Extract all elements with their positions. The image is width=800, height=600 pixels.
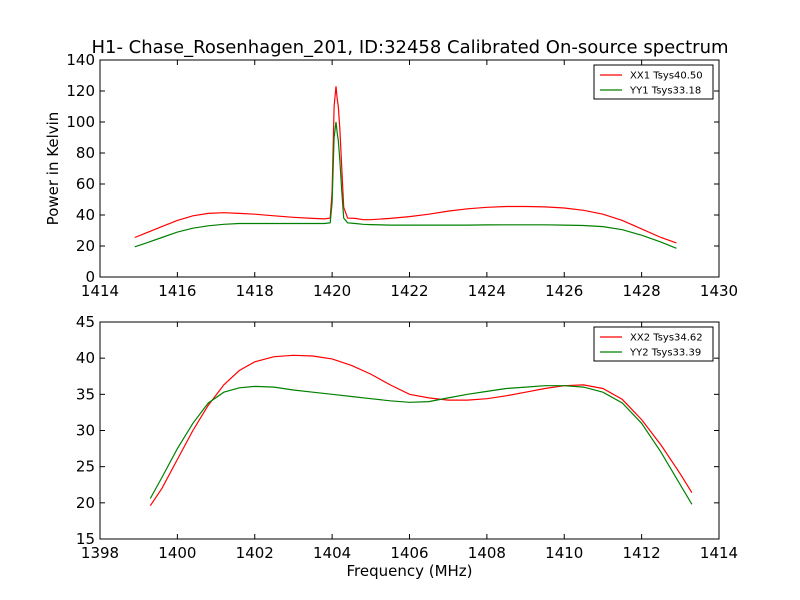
y-tick-label: 40 bbox=[76, 206, 95, 224]
x-tick-label: 1414 bbox=[700, 544, 738, 562]
series-line-2 bbox=[134, 121, 677, 249]
series-line-1 bbox=[149, 354, 693, 507]
y-tick-label: 35 bbox=[76, 385, 95, 403]
y-tick-label: 80 bbox=[76, 144, 95, 162]
y-axis-label: Power in Kelvin bbox=[44, 112, 62, 226]
x-tick-label: 1406 bbox=[390, 544, 428, 562]
legend-entry: YY2 Tsys33.39 bbox=[629, 348, 701, 359]
legend-box bbox=[593, 64, 714, 100]
y-tick-label: 120 bbox=[66, 82, 95, 100]
x-tick-label: 1414 bbox=[81, 282, 119, 300]
figure-title: H1- Chase_Rosenhagen_201, ID:32458 Calib… bbox=[91, 37, 728, 58]
x-tick-label: 1398 bbox=[81, 544, 119, 562]
x-axis-label: Frequency (MHz) bbox=[346, 562, 472, 580]
y-tick-label: 15 bbox=[76, 530, 95, 548]
y-tick-label: 20 bbox=[76, 494, 95, 512]
x-tick-label: 1424 bbox=[468, 282, 506, 300]
x-tick-label: 1418 bbox=[236, 282, 274, 300]
y-tick-label: 140 bbox=[66, 51, 95, 69]
legend-entry: YY1 Tsys33.18 bbox=[629, 86, 701, 97]
x-tick-label: 1412 bbox=[623, 544, 661, 562]
x-tick-label: 1428 bbox=[623, 282, 661, 300]
y-tick-label: 45 bbox=[76, 313, 95, 331]
legend-entry: XX1 Tsys40.50 bbox=[630, 71, 703, 82]
y-tick-label: 20 bbox=[76, 237, 95, 255]
y-tick-label: 30 bbox=[76, 422, 95, 440]
y-tick-label: 60 bbox=[76, 175, 95, 193]
top-spectrum-plot: 1414 1416 1418 1420 1422 1424 1426 1428 1430 0 20 4… bbox=[44, 51, 738, 300]
x-tick-label: 1404 bbox=[313, 544, 351, 562]
x-tick-label: 1420 bbox=[313, 282, 351, 300]
legend-entry: XX2 Tsys34.62 bbox=[630, 333, 703, 344]
series-line-1 bbox=[134, 86, 677, 244]
x-tick-label: 1410 bbox=[545, 544, 583, 562]
y-tick-label: 0 bbox=[85, 268, 95, 286]
bottom-spectrum-plot: 1398 1400 1402 1404 1406 1408 1410 1412 1414 15 20… bbox=[76, 313, 738, 580]
x-tick-label: 1426 bbox=[545, 282, 583, 300]
x-tick-label: 1408 bbox=[468, 544, 506, 562]
x-tick-label: 1430 bbox=[700, 282, 738, 300]
x-tick-label: 1402 bbox=[236, 544, 274, 562]
x-tick-label: 1416 bbox=[158, 282, 196, 300]
legend-box bbox=[593, 326, 714, 362]
y-tick-label: 100 bbox=[66, 113, 95, 131]
x-tick-label: 1422 bbox=[390, 282, 428, 300]
y-tick-label: 25 bbox=[76, 458, 95, 476]
x-tick-label: 1400 bbox=[158, 544, 196, 562]
y-tick-label: 40 bbox=[76, 349, 95, 367]
series-line-2 bbox=[149, 385, 693, 505]
